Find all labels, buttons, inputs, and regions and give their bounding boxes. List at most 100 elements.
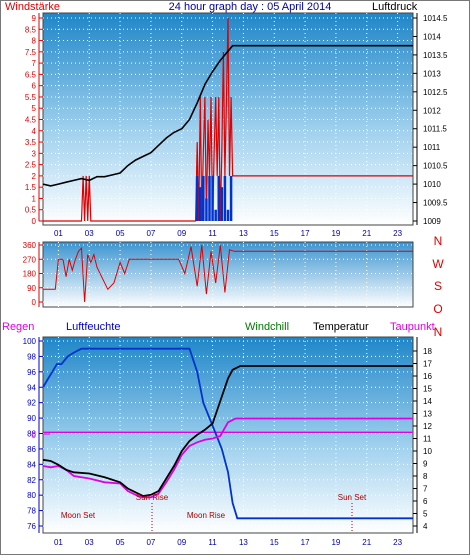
y2-tick-label: 17: [423, 360, 432, 369]
humidity-label: Luftfeuchte: [66, 321, 120, 333]
x-tick-label: 05: [116, 538, 125, 547]
x-tick-label: 09: [177, 538, 186, 547]
compass-label: N: [434, 325, 443, 339]
y-tick-label: 0.5: [25, 206, 37, 215]
x-tick-label: 11: [208, 538, 217, 547]
y2-tick-label: 15: [423, 385, 432, 394]
y-tick-label: 8.5: [25, 25, 37, 34]
y-tick-label: 0: [32, 298, 37, 307]
y2-tick-label: 5: [423, 510, 428, 519]
y2-tick-label: 8: [423, 472, 428, 481]
x-tick-label: 03: [85, 229, 94, 238]
series-wind-speed: [43, 17, 413, 222]
x-tick-label: 19: [331, 229, 340, 238]
y-tick-label: 84: [27, 460, 36, 469]
y2-tick-label: 12: [423, 422, 432, 431]
y2-tick-label: 14: [423, 397, 432, 406]
y-tick-label: 270: [23, 255, 37, 264]
y2-tick-label: 18: [423, 347, 432, 356]
y-tick-label: 92: [27, 399, 36, 408]
event-label: Moon Set: [61, 511, 96, 520]
x-tick-label: 09: [177, 229, 186, 238]
y-tick-label: 4: [32, 127, 37, 136]
y2-tick-label: 1014.5: [423, 14, 448, 23]
y-tick-label: 76: [27, 522, 36, 531]
direction-plot-area: [42, 241, 414, 308]
y2-tick-label: 13: [423, 410, 432, 419]
rain-value: 0: [32, 431, 37, 440]
wind-pressure-panel: 0 0.5 1 1.5 2 2.5 3 3.5 4 4.5 5 5.5 6 6.5 7 7.5 8 8.5 9 10…: [25, 12, 448, 238]
y-tick-label: 96: [27, 368, 36, 377]
event-label: Sun Set: [338, 493, 367, 502]
y-tick-label: 90: [27, 414, 36, 423]
y-tick-label: 100: [23, 337, 37, 346]
y2-tick-label: 6: [423, 497, 428, 506]
x-tick-label: 21: [362, 538, 371, 547]
event-label: Moon Rise: [187, 511, 226, 520]
y-tick-label: 78: [27, 507, 36, 516]
y-tick-label: 5: [32, 104, 37, 113]
x-tick-label: 23: [393, 538, 402, 547]
rain-label: Regen: [2, 321, 34, 333]
y2-tick-label: 1014: [423, 32, 441, 41]
compass-label: N: [434, 234, 443, 248]
y-tick-label: 6: [32, 82, 37, 91]
temperature-plot-area: [42, 336, 414, 534]
y2-tick-label: 1012.5: [423, 88, 448, 97]
y2-tick-label: 1011.5: [423, 125, 447, 134]
x-tick-label: 15: [270, 229, 279, 238]
x-tick-label: 11: [208, 229, 217, 238]
y2-tick-label: 7: [423, 485, 428, 494]
y2-tick-label: 10: [423, 447, 432, 456]
y2-tick-label: 16: [423, 372, 432, 381]
y-tick-label: 7: [32, 59, 37, 68]
y2-tick-label: 1009.5: [423, 199, 448, 208]
y-tick-label: 94: [27, 383, 36, 392]
y-tick-label: 7.5: [25, 48, 37, 57]
y-tick-label: 2: [32, 172, 37, 181]
x-tick-label: 21: [362, 229, 371, 238]
y-tick-label: 3.5: [25, 138, 37, 147]
x-tick-label: 01: [54, 538, 63, 547]
y2-tick-label: 1012: [423, 106, 441, 115]
y-tick-label: 90: [27, 284, 36, 293]
y2-tick-label: 1011: [423, 143, 441, 152]
x-tick-label: 19: [331, 538, 340, 547]
y-tick-label: 86: [27, 445, 36, 454]
x-tick-label: 13: [239, 229, 248, 238]
y-tick-label: 88: [27, 430, 36, 439]
x-tick-label: 17: [301, 229, 310, 238]
chart-title: 24 hour graph day : 05 April 2014: [169, 1, 332, 13]
y-tick-label: 3: [32, 149, 37, 158]
y-tick-label: 9: [32, 14, 37, 23]
y2-tick-label: 1013.5: [423, 51, 448, 60]
pressure-label: Luftdruck: [372, 1, 418, 13]
series-pressure: [42, 44, 413, 187]
y-tick-label: 2.5: [25, 161, 37, 170]
x-tick-label: 17: [301, 538, 310, 547]
x-tick-label: 23: [393, 229, 402, 238]
y2-tick-label: 1013: [423, 69, 441, 78]
y-tick-label: 6.5: [25, 70, 37, 79]
x-tick-label: 03: [85, 538, 94, 547]
series-wind-direction: [43, 244, 413, 303]
dewpoint-label: Taupunkt: [390, 321, 435, 333]
y-tick-label: 5.5: [25, 93, 37, 102]
x-tick-label: 15: [270, 538, 279, 547]
compass-label: S: [434, 279, 442, 293]
y2-tick-label: 1010.5: [423, 162, 448, 171]
y2-tick-label: 1009: [423, 217, 441, 226]
y-tick-label: 360: [23, 241, 37, 250]
y2-tick-label: 11: [423, 435, 432, 444]
y-tick-label: 82: [27, 476, 36, 485]
y-tick-label: 4.5: [25, 116, 37, 125]
y-tick-label: 80: [27, 491, 36, 500]
y-tick-label: 0: [32, 217, 37, 226]
y2-tick-label: 1010: [423, 180, 441, 189]
y-tick-label: 1: [32, 194, 37, 203]
x-tick-label: 07: [146, 538, 155, 547]
y-tick-label: 1.5: [25, 183, 37, 192]
